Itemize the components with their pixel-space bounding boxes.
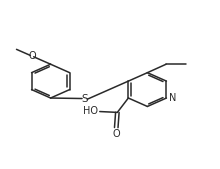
Text: N: N (169, 93, 176, 103)
Text: HO: HO (82, 106, 97, 116)
Text: O: O (112, 129, 120, 139)
Text: O: O (28, 51, 36, 61)
Text: S: S (81, 94, 88, 104)
